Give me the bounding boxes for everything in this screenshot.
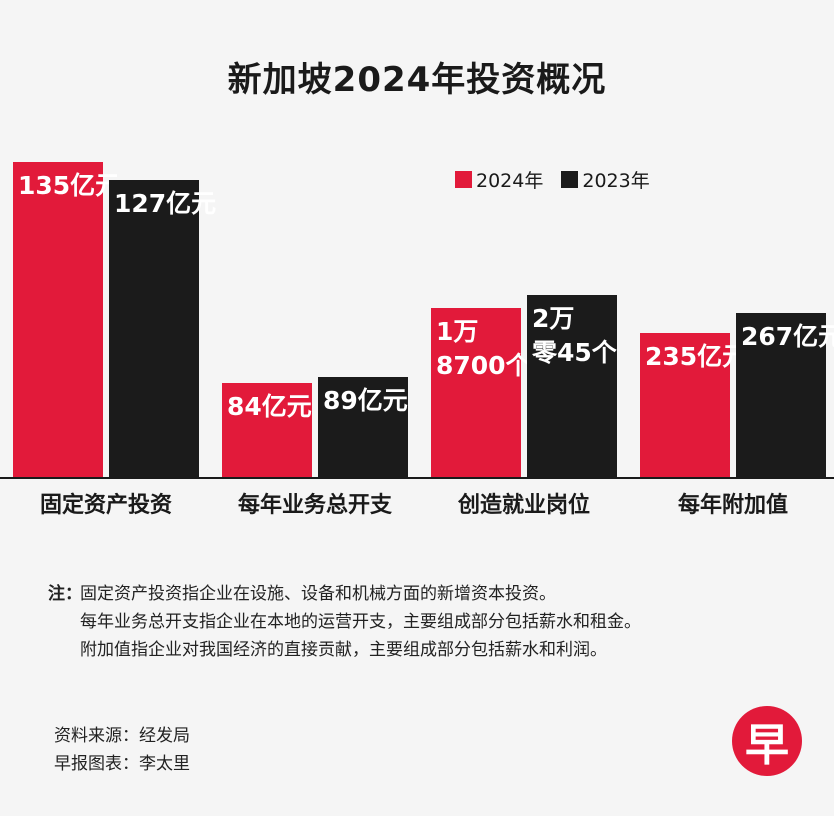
bar-2023-1 — [109, 180, 199, 478]
bar-2024-1 — [13, 162, 103, 478]
data-label: 1万 — [436, 317, 478, 346]
data-label: 235亿元 — [645, 342, 747, 371]
legend-label-2024: 2024年 — [476, 170, 544, 192]
legend-swatch-2023 — [561, 171, 579, 188]
bar-2023-2 — [318, 377, 408, 478]
legend: 2024年 2023年 — [455, 166, 668, 193]
category-label: 每年业务总开支 — [238, 492, 393, 518]
data-label: 135亿元 — [18, 171, 120, 200]
note-row: 注： 固定资产投资指企业在设施、设备和机械方面的新增资本投资。 — [48, 580, 641, 608]
category-label: 创造就业岗位 — [457, 492, 590, 518]
data-label: 267亿元 — [741, 322, 834, 351]
note-line: 附加值指企业对我国经济的直接贡献，主要组成部分包括薪水和利润。 — [80, 640, 607, 660]
notes-label: 注： — [48, 584, 82, 604]
bar-2023-3 — [527, 295, 617, 478]
zaobao-logo: 早 — [732, 706, 802, 776]
data-label: 8700个 — [436, 351, 532, 380]
bar-2024-2 — [222, 383, 312, 478]
bar-2023-4 — [736, 313, 826, 478]
note-row: 附加值指企业对我国经济的直接贡献，主要组成部分包括薪水和利润。 — [48, 636, 641, 664]
bar-2024-3 — [431, 308, 521, 478]
category-label: 固定资产投资 — [40, 492, 172, 518]
legend-item-2023: 2023年 — [561, 166, 650, 193]
category-label: 每年附加值 — [678, 492, 788, 518]
legend-label-2023: 2023年 — [582, 170, 650, 192]
legend-item-2024: 2024年 — [455, 166, 543, 193]
chart-title: 新加坡2024年投资概况 — [227, 60, 607, 100]
note-line: 固定资产投资指企业在设施、设备和机械方面的新增资本投资。 — [80, 584, 556, 604]
note-row: 每年业务总开支指企业在本地的运营开支，主要组成部分包括薪水和租金。 — [48, 608, 641, 636]
legend-swatch-2024 — [455, 171, 472, 188]
source-credits: 资料来源：经发局 早报图表：李太里 — [54, 722, 190, 778]
data-label: 零45个 — [531, 338, 618, 367]
data-label: 89亿元 — [323, 386, 408, 415]
data-label: 127亿元 — [114, 189, 216, 218]
data-label: 84亿元 — [227, 392, 312, 421]
note-line: 每年业务总开支指企业在本地的运营开支，主要组成部分包括薪水和租金。 — [80, 612, 641, 632]
graphic-credit: 早报图表：李太里 — [54, 754, 190, 774]
data-source: 资料来源：经发局 — [54, 726, 190, 746]
notes: 注： 固定资产投资指企业在设施、设备和机械方面的新增资本投资。 每年业务总开支指… — [48, 580, 641, 664]
bar-2024-4 — [640, 333, 730, 478]
data-label: 2万 — [532, 304, 574, 333]
